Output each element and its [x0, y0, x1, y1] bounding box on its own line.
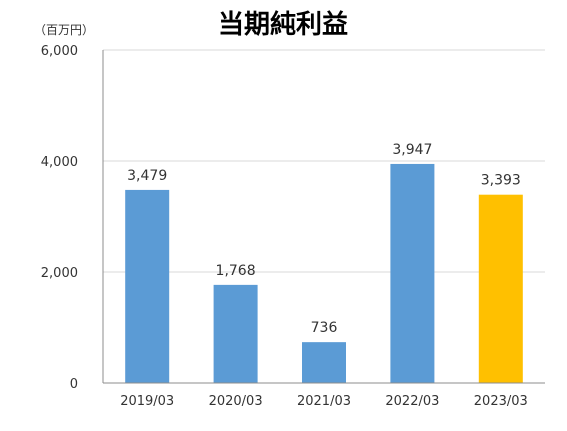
- x-tick-label: 2021/03: [297, 394, 351, 409]
- x-tick-label: 2023/03: [474, 394, 528, 409]
- x-tick-label: 2020/03: [209, 394, 263, 409]
- data-label: 3,947: [392, 142, 432, 158]
- y-tick-label: 6,000: [41, 44, 78, 59]
- bar-2021-03: [302, 342, 346, 383]
- chart-title: 当期純利益: [218, 9, 348, 40]
- data-label: 736: [311, 320, 338, 336]
- gridlines: [103, 49, 545, 273]
- unit-label: （百万円）: [34, 23, 94, 37]
- data-label: 3,479: [127, 168, 167, 184]
- y-axis-ticks: 0 2,000 4,000 6,000: [41, 44, 78, 392]
- data-label: 1,768: [216, 263, 256, 279]
- y-tick-label: 4,000: [41, 155, 78, 170]
- bar-2019-03: [125, 189, 170, 383]
- bar-2020-03: [213, 284, 258, 383]
- data-labels: 3,479 1,768 736 3,947 3,393: [127, 142, 521, 336]
- data-label: 3,393: [481, 173, 521, 189]
- y-tick-label: 0: [70, 377, 78, 392]
- y-tick-label: 2,000: [41, 266, 78, 281]
- bars: [125, 163, 523, 383]
- x-tick-label: 2019/03: [120, 394, 174, 409]
- x-axis-ticks: 2019/03 2020/03 2021/03 2022/03 2023/03: [120, 394, 528, 409]
- bar-2022-03: [390, 163, 435, 383]
- x-tick-label: 2022/03: [385, 394, 439, 409]
- bar-2023-03: [478, 194, 523, 383]
